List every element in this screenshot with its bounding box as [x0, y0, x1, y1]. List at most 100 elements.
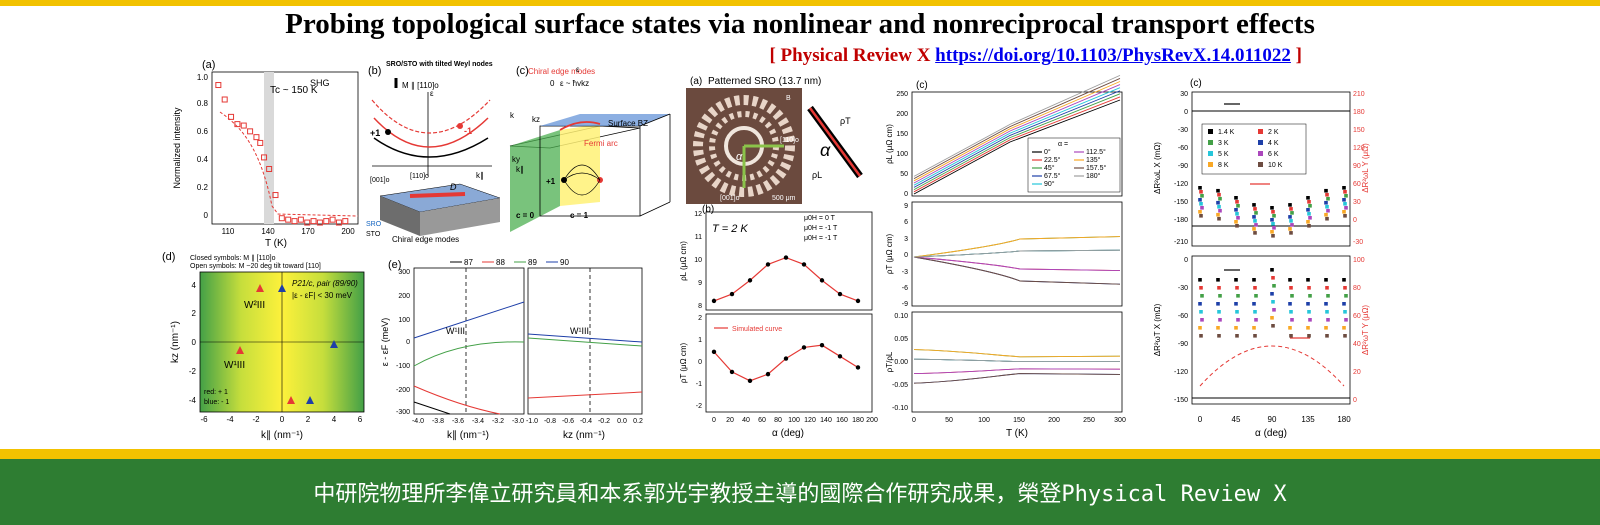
nonlinear-point-top: [1218, 208, 1222, 213]
svg-text:-0.6: -0.6: [562, 418, 574, 425]
nonlinear-point-top: [1252, 215, 1256, 219]
panel-b2-transport: (b) T = 2 K μ0H = 0 T μ0H = -1 T μ0H = -…: [679, 204, 878, 439]
svg-text:210: 210: [1353, 91, 1365, 98]
svg-text:-2: -2: [189, 367, 197, 376]
svg-text:0: 0: [192, 338, 197, 347]
panel-b1-k: k∥: [476, 171, 484, 180]
shg-point: [234, 121, 241, 128]
rho-t-point: [855, 365, 861, 370]
nonlinear-point-top: [1235, 212, 1239, 216]
nonlinear-point-top: [1198, 210, 1202, 214]
nonlinear-point-top: [1217, 192, 1221, 197]
panel-b2-top-points: [711, 255, 861, 304]
panel-c3-xticks: 0 45 90 135 180: [1198, 415, 1351, 424]
nonlinear-point-bottom: [1234, 302, 1238, 306]
nonlinear-point-top: [1325, 204, 1329, 209]
panel-b1-dir1: [001]o: [370, 177, 390, 184]
doi-link[interactable]: https://doi.org/10.1103/PhysRevX.14.0110…: [935, 45, 1291, 66]
svg-text:9: 9: [698, 280, 702, 287]
nonlinear-point-bottom: [1272, 284, 1276, 288]
nonlinear-point-top: [1200, 206, 1204, 210]
panel-c1-label: (c): [516, 65, 529, 77]
nonlinear-point-bottom: [1236, 294, 1240, 298]
svg-text:-300: -300: [396, 409, 410, 416]
svg-text:-0.8: -0.8: [544, 418, 556, 425]
panel-a1-points: [215, 82, 349, 226]
nonlinear-point-bottom: [1289, 286, 1293, 290]
nonlinear-point-bottom: [1290, 294, 1294, 298]
shg-point: [228, 113, 235, 120]
nonlinear-point-top: [1306, 220, 1310, 224]
panel-b1-node1: [385, 129, 391, 135]
panel-c3-ylabel-right-top: ΔR²ωL Y (μΩ): [1361, 143, 1370, 193]
nonlinear-point-top: [1234, 208, 1238, 212]
nonlinear-point-bottom: [1343, 310, 1347, 314]
nonlinear-point-top: [1272, 226, 1276, 230]
panel-a2-label: (a): [690, 76, 702, 87]
shg-point: [291, 218, 298, 225]
svg-text:80: 80: [1353, 285, 1361, 292]
legend-swatch: [1258, 151, 1263, 156]
nonlinear-point-bottom: [1324, 302, 1328, 306]
nonlinear-point-bottom: [1343, 334, 1347, 338]
svg-text:0.2: 0.2: [633, 418, 643, 425]
panel-b1-heading: SRO/STO with tilted Weyl nodes: [386, 61, 493, 68]
panel-a2-b: B: [786, 95, 791, 102]
panel-b2-ylabel-bottom: ρT (μΩ cm): [679, 343, 688, 384]
panel-b1-sto: STO: [366, 231, 381, 238]
panel-b1-d: D: [450, 182, 457, 192]
rho-l-curve: [913, 93, 1121, 190]
legend-entry: 5 K: [1218, 151, 1229, 158]
rho-l-curve: [913, 78, 1121, 179]
panel-e1-xticks-left: -4.0 -3.8 -3.6 -3.4 -3.2 -3.0: [412, 418, 524, 425]
svg-text:0: 0: [1353, 397, 1357, 404]
panel-c1-eaxis: ε: [576, 65, 580, 74]
panel-e1-bands: (e) 87 88 89 90 W¹III W¹III 300 200 100 …: [380, 258, 643, 441]
svg-text:3: 3: [904, 236, 908, 243]
panel-b1-band-red1: [371, 99, 491, 134]
panel-d1-red-label: red: + 1: [204, 389, 228, 396]
shg-point: [253, 134, 260, 141]
nonlinear-point-top: [1343, 214, 1347, 218]
svg-text:0: 0: [1198, 415, 1203, 424]
nonlinear-point-top: [1253, 219, 1257, 223]
legend-entry: 90°: [1044, 180, 1055, 188]
svg-text:20: 20: [1353, 369, 1361, 376]
panel-b2-xlabel: α (deg): [772, 428, 804, 439]
svg-text:50: 50: [900, 171, 908, 178]
nonlinear-point-bottom: [1216, 302, 1220, 306]
panel-e1-label: (e): [388, 259, 401, 271]
rho-t-point: [837, 354, 843, 359]
svg-text:0.6: 0.6: [197, 127, 209, 136]
legend-entry: 157.5°: [1086, 164, 1107, 172]
svg-text:0.2: 0.2: [197, 183, 209, 192]
nonlinear-point-bottom: [1198, 278, 1202, 282]
panel-c1-plus: +1: [546, 177, 556, 186]
page-title: Probing topological surface states via n…: [285, 8, 1315, 40]
svg-text:10: 10: [694, 257, 702, 264]
nonlinear-point-top: [1306, 208, 1310, 212]
nonlinear-point-bottom: [1236, 318, 1240, 322]
panel-e1-wl: W¹III: [446, 326, 465, 336]
panel-a2-alpha: α: [736, 151, 743, 163]
footer-caption: 中研院物理所李偉立研究員和本系郭光宇教授主導的國際合作研究成果，榮登Physic…: [313, 482, 1287, 507]
panel-e1-ylabel: ε - εF (meV): [380, 318, 390, 367]
legend-entry: 67.5°: [1044, 172, 1061, 180]
svg-text:-3: -3: [902, 269, 908, 276]
panel-a1-tc-band: [264, 72, 274, 224]
svg-text:0.8: 0.8: [197, 99, 209, 108]
panel-d1-legend1: Closed symbols: M ∥ [110]o: [190, 254, 276, 262]
nonlinear-point-top: [1271, 222, 1275, 226]
nonlinear-point-top: [1288, 227, 1292, 231]
svg-text:100: 100: [788, 417, 800, 424]
rho-t-point: [783, 356, 789, 361]
svg-text:200: 200: [341, 227, 355, 236]
svg-text:160: 160: [836, 417, 848, 424]
nonlinear-point-bottom: [1344, 318, 1348, 322]
svg-text:-30: -30: [1353, 239, 1363, 246]
svg-text:2: 2: [306, 415, 311, 424]
legend-entry: 135°: [1086, 156, 1101, 164]
shg-point: [323, 218, 330, 225]
shg-point: [272, 192, 279, 199]
nonlinear-point-bottom: [1306, 302, 1310, 306]
